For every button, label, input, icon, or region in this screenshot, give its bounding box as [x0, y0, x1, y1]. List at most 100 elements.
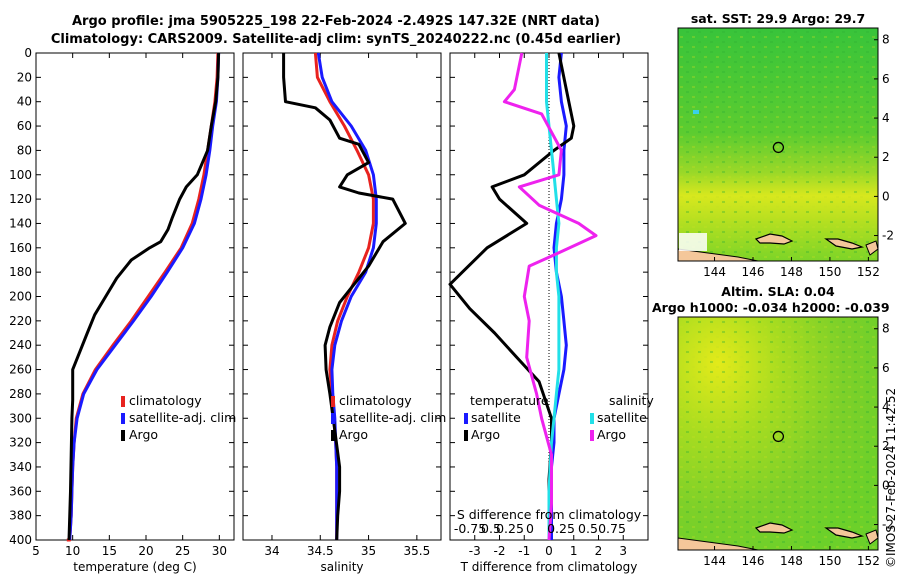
sst-map-speck — [693, 110, 699, 114]
sla-map-texture — [678, 317, 878, 550]
difference-secondary-tick-label: 0.5 — [481, 521, 501, 536]
ytick-label: 80 — [17, 143, 32, 157]
salinity-xtick-label: 34 — [264, 544, 279, 558]
ytick-label: 180 — [9, 265, 32, 279]
sst-map-xtick-label: 144 — [703, 265, 726, 279]
sst-map-ytick-label: -2 — [882, 229, 894, 243]
sst-map-xtick-label: 152 — [857, 265, 880, 279]
temperature-xlabel: temperature (deg C) — [73, 560, 196, 574]
difference-secondary-tick-label: -0.75 — [454, 521, 486, 536]
temperature-panel: 5 10 15 20 25 3002040608010012014016018020022… — [9, 46, 236, 574]
ytick-label: 240 — [9, 338, 32, 352]
ytick-label: 380 — [9, 509, 32, 523]
legend-group-temperature: temperature — [470, 393, 549, 408]
ytick-label: 360 — [9, 484, 32, 498]
salinity-series-argo — [282, 53, 407, 541]
sst-map-land-manus — [754, 233, 794, 245]
temperature-legend-label: climatology — [129, 393, 202, 408]
difference-series-argo — [502, 52, 598, 541]
difference-xtick-label: 3 — [619, 544, 627, 558]
ytick-label: 320 — [9, 436, 32, 450]
sla-map-land-manus — [754, 522, 794, 534]
salinity-series-satellite-adj--clim — [316, 52, 378, 540]
sla-map-ytick-label: 6 — [882, 361, 890, 375]
sst-map-title: sat. SST: 29.9 Argo: 29.7 — [691, 11, 865, 26]
sst-map-ytick-label: 8 — [882, 33, 890, 47]
ytick-label: 220 — [9, 314, 32, 328]
ytick-label: 260 — [9, 363, 32, 377]
salinity-legend-label: Argo — [339, 427, 368, 442]
sla-map-xtick-label: 146 — [742, 554, 765, 568]
difference-secondary-tick-label: 0.75 — [598, 521, 626, 536]
ytick-label: 140 — [9, 216, 32, 230]
salinity-xtick-label: 35.5 — [403, 544, 430, 558]
temperature-axes-box — [35, 52, 235, 541]
sst-map-axes-box — [677, 27, 879, 262]
ytick-label: 100 — [9, 168, 32, 182]
difference-secondary-tick-label: 0 — [526, 521, 534, 536]
temperature-series-satellite-adj--clim — [68, 52, 221, 541]
ytick-label: 120 — [9, 192, 32, 206]
temperature-legend-label: satellite-adj. clim — [129, 410, 236, 425]
sst-map-land-newireland — [824, 238, 865, 250]
timestamp-label: ©IMOS 27-Feb-2024 11:42:52 — [884, 387, 898, 568]
difference-secondary-tick-label: 0.25 — [547, 521, 575, 536]
salinity-xlabel: salinity — [320, 560, 363, 574]
temperature-series-argo — [67, 52, 221, 541]
salinity-xtick-label: 35 — [361, 544, 376, 558]
difference-legend-label: satellite — [471, 410, 521, 425]
title-line-1: Argo profile: jma 5905225_198 22-Feb-202… — [72, 14, 600, 29]
sla-map-ytick-label: -2 — [882, 518, 894, 532]
title-line-2: Climatology: CARS2009. Satellite-adj cli… — [50, 32, 622, 47]
sla-map-ytick-label: 0 — [882, 478, 890, 492]
sst-map-xtick-label: 148 — [780, 265, 803, 279]
temperature-xtick-label: 20 — [138, 544, 153, 558]
ytick-label: 0 — [24, 46, 32, 60]
ytick-label: 200 — [9, 290, 32, 304]
sla-map-argo-marker — [772, 430, 785, 443]
sst-map-texture — [678, 28, 878, 261]
sla-map-xtick-label: 150 — [818, 554, 841, 568]
sst-map-ytick-label: 4 — [882, 111, 890, 125]
difference-secondary-tick-label: 0.25 — [496, 521, 524, 536]
difference-xtick-label: 1 — [570, 544, 578, 558]
difference-xtick-label: -1 — [518, 544, 530, 558]
sst-map-xtick-label: 150 — [818, 265, 841, 279]
difference-legend-label: Argo — [597, 427, 626, 442]
sst-map-argo-marker — [772, 141, 785, 154]
difference-xlabel-top: S difference from climatology — [457, 507, 642, 522]
legend-group-salinity: salinity — [609, 393, 654, 408]
sla-map-axes-box — [677, 316, 879, 551]
difference-xtick-label: 2 — [595, 544, 603, 558]
temperature-xtick-label: 15 — [102, 544, 117, 558]
sst-map-ytick-label: 0 — [882, 189, 890, 203]
sla-map-ytick-label: 2 — [882, 439, 890, 453]
sla-map-xtick-label: 152 — [857, 554, 880, 568]
ytick-label: 300 — [9, 411, 32, 425]
sst-map-ytick-label: 2 — [882, 150, 890, 164]
sla-map-ytick-label: 4 — [882, 400, 890, 414]
ytick-label: 160 — [9, 241, 32, 255]
sst-map-missing-patch — [679, 233, 707, 251]
sla-map-land-newireland — [824, 527, 865, 539]
temperature-xtick-label: 30 — [212, 544, 227, 558]
salinity-legend-label: climatology — [339, 393, 412, 408]
ytick-label: 20 — [17, 70, 32, 84]
difference-secondary-tick-label: 0.5 — [578, 521, 598, 536]
ytick-label: 400 — [9, 533, 32, 547]
sla-map-ytick-label: 8 — [882, 322, 890, 336]
temperature-legend-label: Argo — [129, 427, 158, 442]
temperature-xtick-label: 25 — [175, 544, 190, 558]
difference-xlabel: T difference from climatology — [460, 560, 638, 574]
difference-panel: -3 -2 -1 0 1 2 3 T difference from climatology t… — [448, 52, 654, 574]
temperature-xtick-label: 5 — [32, 544, 40, 558]
sst-map-panel: 144 146 148 150 152 8 6 4 2 0 -2 sat. SST: 29.9 Arg… — [677, 11, 894, 279]
difference-xtick-label: -2 — [494, 544, 506, 558]
salinity-panel: 34 34.5 35 35.5 salinity climatology satellite… — [242, 52, 446, 574]
temperature-xtick-label: 10 — [65, 544, 80, 558]
sst-map-xtick-label: 146 — [742, 265, 765, 279]
sla-map-title-2: Argo h1000: -0.034 h2000: -0.039 — [652, 300, 890, 315]
difference-legend-label: Argo — [471, 427, 500, 442]
difference-xtick-label: 0 — [545, 544, 553, 558]
